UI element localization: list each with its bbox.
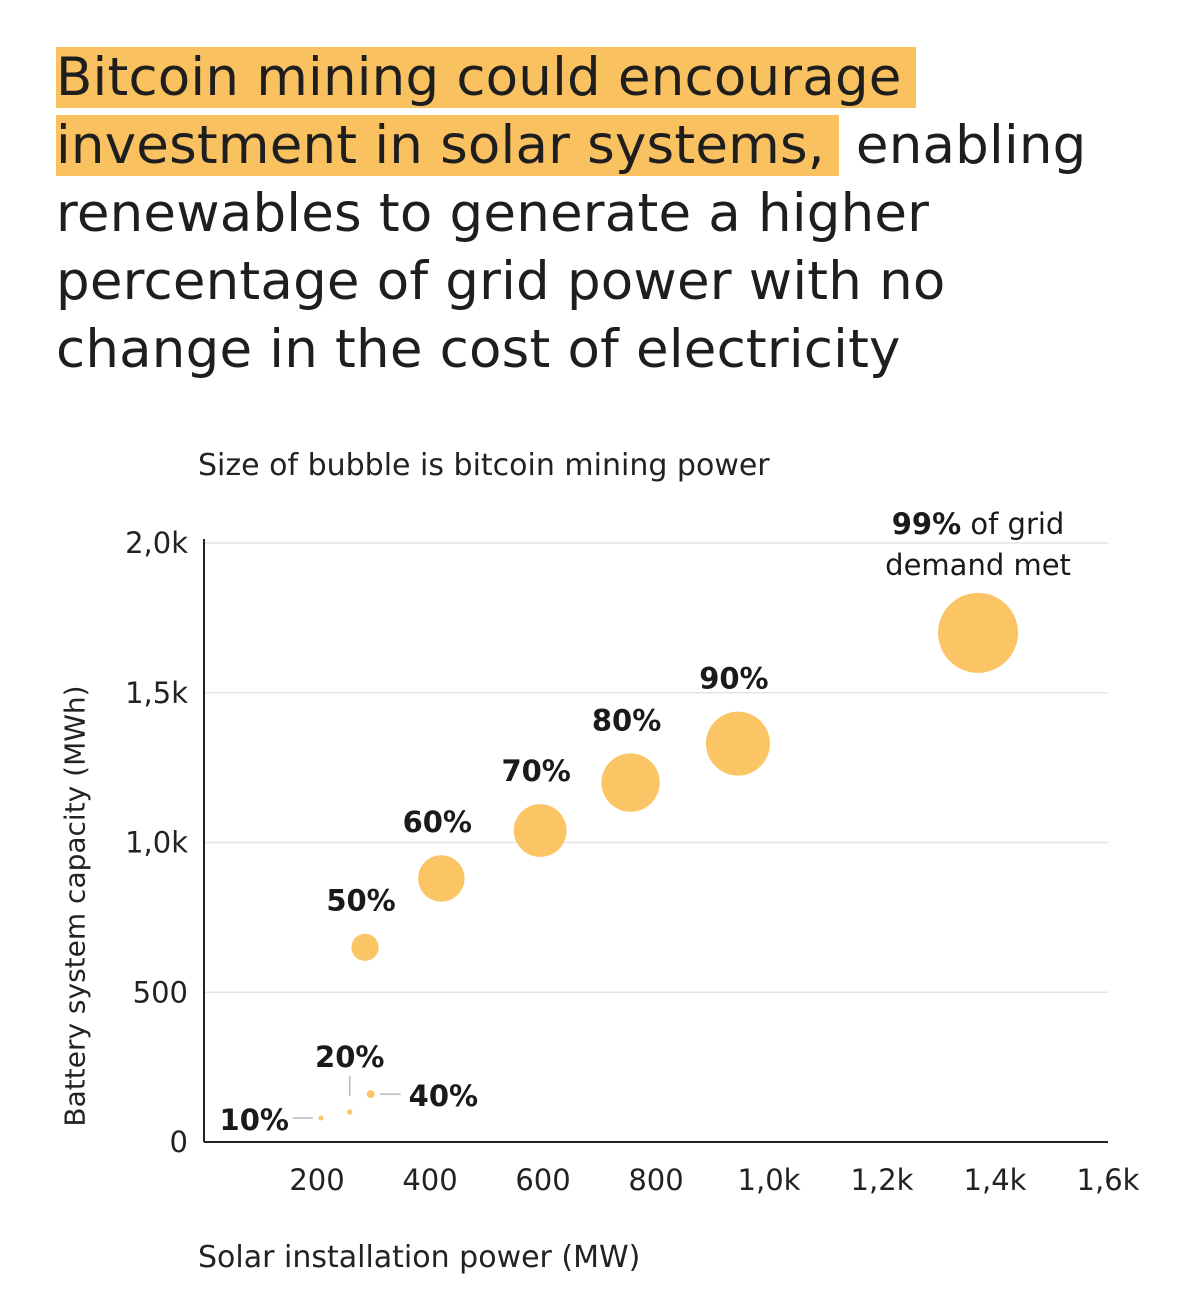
x-tick-label-200: 200	[289, 1163, 344, 1197]
bubble-80pct	[601, 753, 660, 812]
bubble-label-suffix-99pct: of grid	[961, 507, 1064, 541]
y-tick-label-500: 500	[133, 975, 188, 1009]
bubble-10pct	[318, 1115, 324, 1121]
y-tick-label-0: 0	[170, 1125, 188, 1159]
bubble-label-80pct: 80%	[592, 703, 661, 737]
x-tick-label-1200: 1,2k	[851, 1163, 914, 1197]
x-tick-label-600: 600	[515, 1163, 570, 1197]
headline-highlight-1: Bitcoin mining could encourage	[56, 47, 916, 108]
bubble-label-line2-99pct: demand met	[885, 548, 1071, 582]
bubble-60pct	[418, 855, 465, 902]
bubble-50pct	[351, 933, 379, 961]
headline-rest: enabling renewables to generate a higher…	[56, 115, 1087, 380]
chart-subtitle: Size of bubble is bitcoin mining power	[198, 448, 770, 483]
bubble-label-70pct: 70%	[501, 754, 570, 788]
y-tick-label-2000: 2,0k	[125, 526, 188, 560]
bubble-label-60pct: 60%	[403, 805, 472, 839]
bubble-label-99pct: 99% of grid	[892, 507, 1065, 541]
bubble-label-90pct: 90%	[699, 662, 768, 696]
bubble-20pct	[346, 1109, 353, 1115]
bubble-label-50pct: 50%	[326, 884, 395, 918]
bubble-70pct	[513, 804, 567, 857]
bubble-90pct	[705, 711, 770, 776]
headline: Bitcoin mining could encourage investment…	[56, 44, 1146, 384]
x-tick-label-800: 800	[628, 1163, 683, 1197]
bubble-label-20pct: 20%	[315, 1040, 384, 1074]
x-tick-label-400: 400	[402, 1163, 457, 1197]
y-tick-label-1000: 1,0k	[125, 826, 188, 860]
x-tick-label-1600: 1,6k	[1077, 1163, 1140, 1197]
bubble-label-40pct: 40%	[409, 1079, 478, 1113]
y-tick-label-1500: 1,5k	[125, 676, 188, 710]
bubble-label-10pct: 10%	[220, 1103, 289, 1137]
headline-highlight-2: investment in solar systems,	[56, 115, 839, 176]
x-tick-label-1000: 1,0k	[738, 1163, 801, 1197]
bubble-99pct	[938, 592, 1019, 673]
x-axis-label: Solar installation power (MW)	[198, 1240, 641, 1275]
bubble-40pct	[366, 1090, 375, 1099]
x-tick-label-1400: 1,4k	[964, 1163, 1027, 1197]
bubble-label-value-99pct: 99%	[892, 507, 961, 541]
